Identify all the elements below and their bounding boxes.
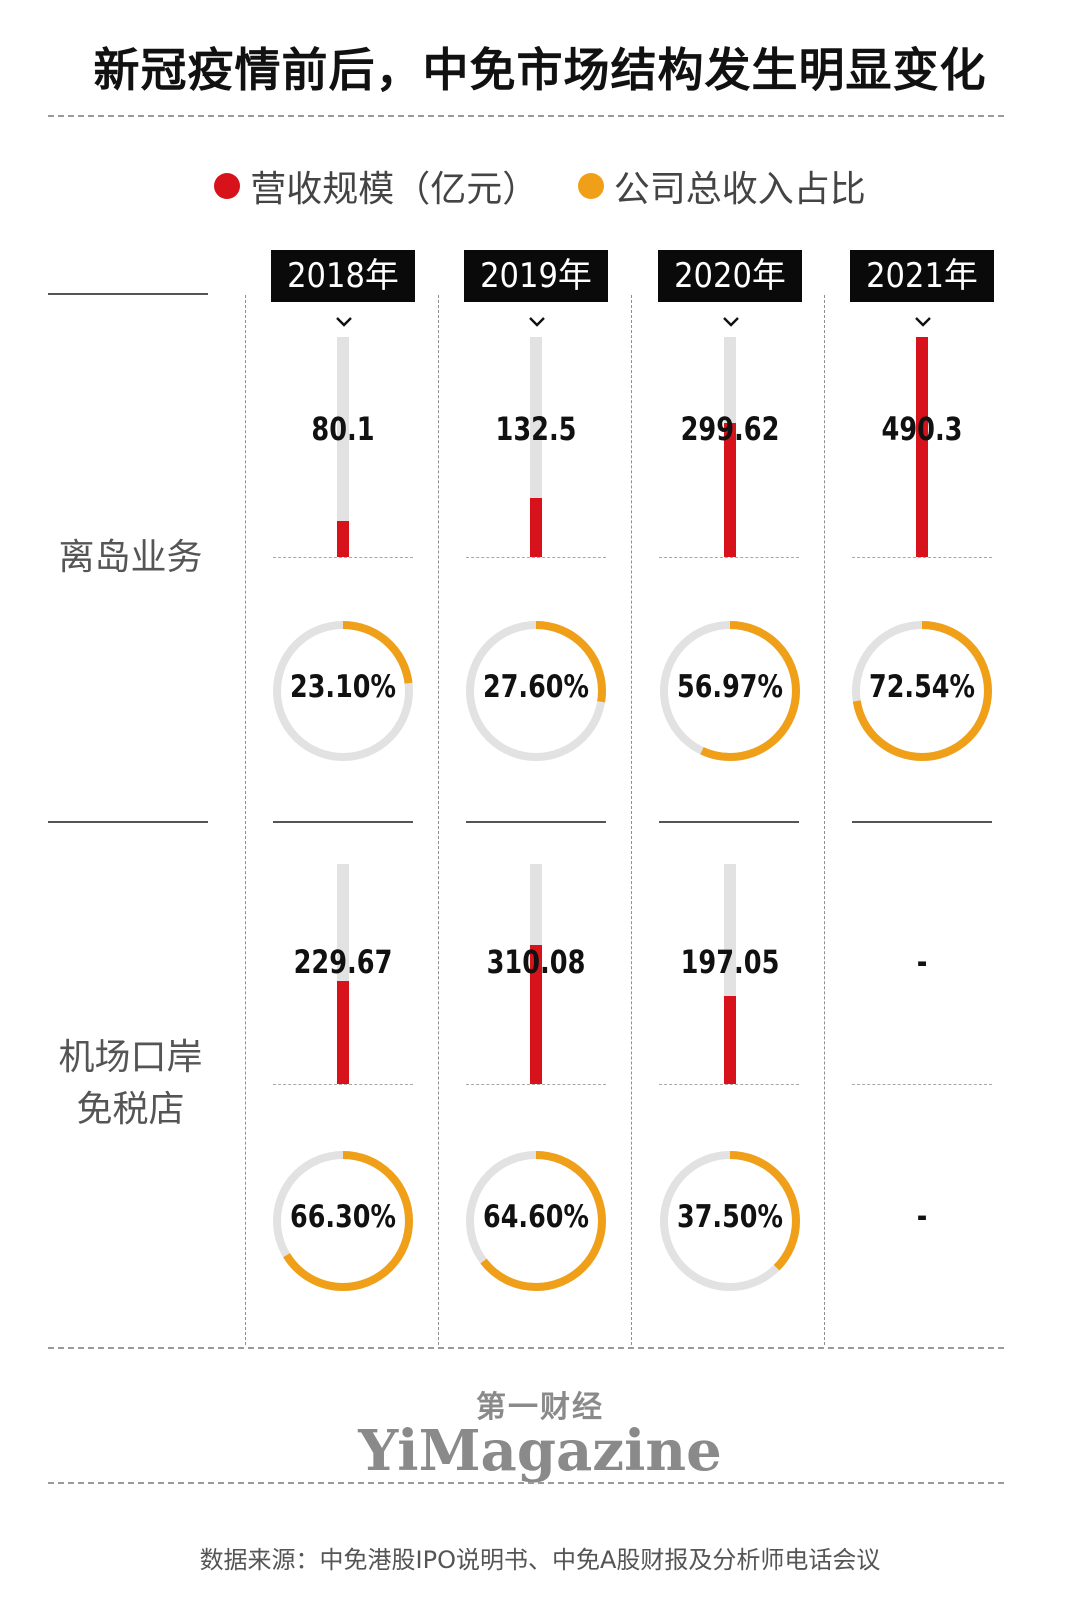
- share-arc: [466, 621, 606, 761]
- section-divider: [273, 821, 413, 823]
- revenue-bar: [530, 945, 542, 1084]
- share-ring: [660, 621, 800, 761]
- share-ring: [660, 1151, 800, 1291]
- share-ring: [273, 1151, 413, 1291]
- bar-baseline: [466, 557, 606, 558]
- row-label-line: 机场口岸: [58, 1037, 203, 1078]
- share-ring: [273, 621, 413, 761]
- year-label: 2021年: [850, 250, 994, 302]
- column-divider: [631, 295, 632, 1345]
- share-arc: [852, 621, 992, 761]
- revenue-value-label: 310.08: [486, 943, 586, 981]
- chevron-down-icon: [529, 317, 545, 327]
- revenue-value-label: 132.5: [495, 410, 577, 448]
- revenue-value-label: 299.62: [680, 410, 780, 448]
- chart-title: 新冠疫情前后，中免市场结构发生明显变化: [93, 43, 987, 97]
- bar-baseline: [852, 557, 992, 558]
- bar-baseline: [273, 557, 413, 558]
- bar-track: [530, 864, 542, 1084]
- bar-track: [337, 337, 349, 557]
- share-arc: [273, 621, 413, 761]
- bar-track: [724, 864, 736, 1084]
- revenue-bar: [724, 423, 736, 557]
- section-divider: [466, 821, 606, 823]
- bar-track: [916, 337, 928, 557]
- row-label-line: 免税店: [76, 1089, 185, 1130]
- share-arc: [273, 1151, 413, 1291]
- share-value-label: 64.60%: [483, 1199, 589, 1235]
- revenue-bar: [724, 996, 736, 1084]
- bar-baseline: [466, 1084, 606, 1085]
- legend-orange-dot-icon: [577, 173, 604, 199]
- bar-baseline: [659, 557, 799, 558]
- publisher-logo-en: YiMagazine: [358, 1418, 722, 1484]
- share-value-label: -: [916, 1199, 928, 1235]
- bar-track: [724, 337, 736, 557]
- row-label-island: 离岛业务: [48, 532, 213, 584]
- section-divider: [852, 821, 992, 823]
- row-divider: [48, 821, 208, 823]
- chevron-down-icon: [915, 317, 931, 327]
- share-ring: [852, 621, 992, 761]
- share-arc: [660, 621, 800, 761]
- publisher-logo-cn: 第一财经: [476, 1390, 604, 1425]
- legend-red-dot-icon: [214, 173, 241, 199]
- revenue-bar: [337, 521, 349, 557]
- legend-item-share: 公司总收入占比: [577, 160, 866, 212]
- share-value-label: 56.97%: [677, 669, 783, 705]
- share-value-label: 72.54%: [869, 669, 975, 705]
- share-value-label: 37.50%: [677, 1199, 783, 1235]
- year-label: 2018年: [271, 250, 415, 302]
- bar-baseline: [852, 1084, 992, 1085]
- share-value-label: 23.10%: [290, 669, 396, 705]
- year-label: 2019年: [464, 250, 608, 302]
- revenue-bar: [530, 498, 542, 557]
- row-divider: [48, 293, 208, 295]
- revenue-value-label: -: [916, 943, 928, 981]
- year-label: 2020年: [658, 250, 802, 302]
- section-divider: [659, 821, 799, 823]
- legend-item-revenue: 营收规模（亿元）: [214, 160, 538, 212]
- revenue-value-label: 490.3: [881, 410, 963, 448]
- bar-baseline: [273, 1084, 413, 1085]
- revenue-bar: [916, 337, 928, 557]
- revenue-value-label: 197.05: [680, 943, 780, 981]
- share-ring: [466, 621, 606, 761]
- revenue-value-label: 229.67: [293, 943, 393, 981]
- legend-label-share: 公司总收入占比: [613, 169, 866, 210]
- share-arc: [466, 1151, 606, 1291]
- column-divider: [245, 295, 246, 1345]
- row-label-airport: 机场口岸 免税店: [48, 1032, 213, 1136]
- title-divider: [48, 115, 1004, 117]
- chart-bottom-divider: [48, 1347, 1004, 1349]
- legend: 营收规模（亿元） 公司总收入占比: [0, 160, 1080, 212]
- share-ring: [466, 1151, 606, 1291]
- revenue-bar: [337, 981, 349, 1084]
- column-divider: [438, 295, 439, 1345]
- bar-track: [337, 864, 349, 1084]
- revenue-value-label: 80.1: [311, 410, 375, 448]
- share-value-label: 66.30%: [290, 1199, 396, 1235]
- footer-divider: [48, 1482, 1004, 1484]
- chevron-down-icon: [336, 317, 352, 327]
- legend-label-revenue: 营收规模（亿元）: [250, 169, 539, 210]
- column-divider: [824, 295, 825, 1345]
- share-arc: [660, 1151, 800, 1291]
- bar-track: [530, 337, 542, 557]
- chevron-down-icon: [723, 317, 739, 327]
- row-label-line: 离岛业务: [58, 537, 203, 578]
- data-source: 数据来源：中免港股IPO说明书、中免A股财报及分析师电话会议: [199, 1546, 881, 1574]
- bar-baseline: [659, 1084, 799, 1085]
- share-value-label: 27.60%: [483, 669, 589, 705]
